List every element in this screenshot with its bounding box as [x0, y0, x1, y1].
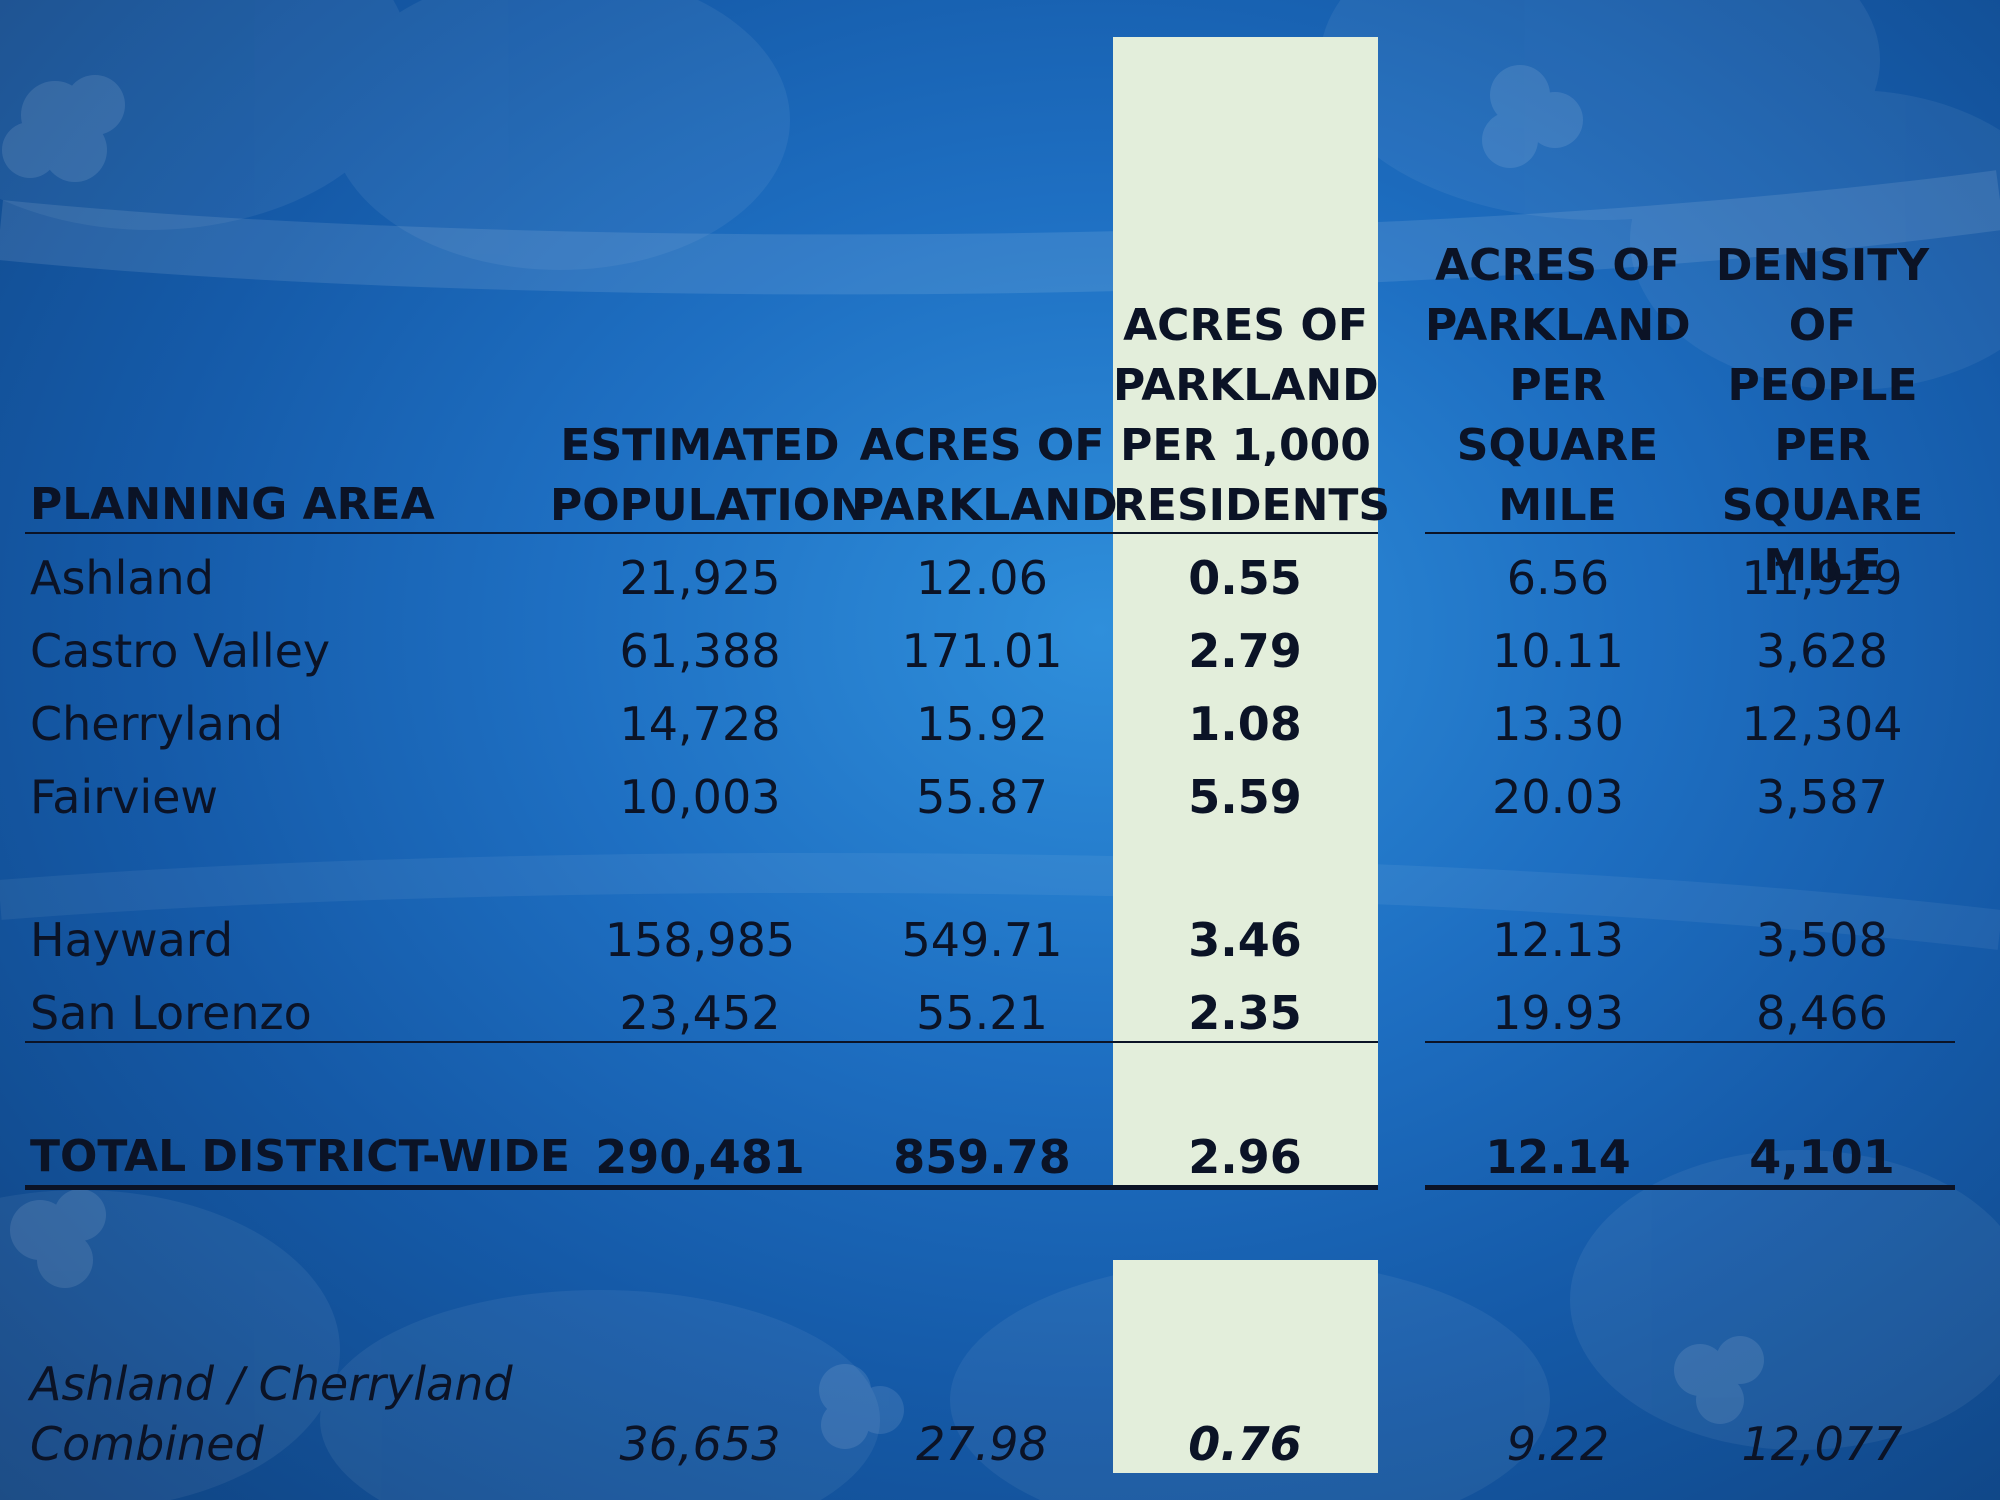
total-population: 290,481	[595, 1130, 805, 1184]
combined-label-line1: Ashland / Cherryland	[30, 1357, 513, 1411]
highlight-combined-band	[1113, 1260, 1378, 1473]
acres-cell: 549.71	[901, 913, 1063, 967]
per-1000-cell: 3.46	[1188, 913, 1302, 967]
area-name: Castro Valley	[30, 624, 331, 678]
density-cell: 12,304	[1741, 697, 1903, 751]
header-planning-area: PLANNING AREA	[30, 479, 435, 530]
population-cell: 23,452	[619, 986, 781, 1040]
population-cell: 61,388	[619, 624, 781, 678]
header-acres-per-1000: ACRES OF PARKLAND PER 1,000 RESIDENTS	[1113, 300, 1391, 531]
total-acres-sqmi: 12.14	[1485, 1130, 1631, 1184]
density-cell: 8,466	[1756, 986, 1888, 1040]
acres-sqmi-cell: 20.03	[1492, 770, 1624, 824]
total-rule-right	[1425, 1185, 1955, 1190]
header-estimated-population: ESTIMATED POPULATION	[550, 420, 867, 531]
population-cell: 10,003	[619, 770, 781, 824]
combined-population: 36,653	[619, 1417, 781, 1471]
acres-sqmi-cell: 10.11	[1492, 624, 1624, 678]
density-cell: 3,628	[1756, 624, 1888, 678]
acres-sqmi-cell: 13.30	[1492, 697, 1624, 751]
total-label: TOTAL DISTRICT-WIDE	[30, 1131, 570, 1182]
subtotal-rule-right	[1425, 1041, 1955, 1043]
per-1000-cell: 5.59	[1188, 770, 1302, 824]
acres-sqmi-cell: 6.56	[1506, 551, 1610, 605]
acres-cell: 171.01	[901, 624, 1063, 678]
combined-per-1000: 0.76	[1188, 1417, 1302, 1471]
header-acres-per-sq-mile: ACRES OF PARKLAND PER SQUARE MILE	[1425, 240, 1691, 531]
subtotal-rule-left	[25, 1041, 1378, 1043]
area-name: San Lorenzo	[30, 986, 312, 1040]
density-cell: 3,508	[1756, 913, 1888, 967]
population-cell: 21,925	[619, 551, 781, 605]
total-acres: 859.78	[893, 1130, 1071, 1184]
population-cell: 14,728	[619, 697, 781, 751]
population-cell: 158,985	[604, 913, 796, 967]
acres-cell: 12.06	[916, 551, 1048, 605]
acres-sqmi-cell: 19.93	[1492, 986, 1624, 1040]
area-name: Hayward	[30, 913, 234, 967]
total-rule-left	[25, 1185, 1378, 1190]
combined-label-line2: Combined	[30, 1417, 264, 1471]
combined-density: 12,077	[1741, 1417, 1903, 1471]
combined-acres-sqmi: 9.22	[1506, 1417, 1610, 1471]
header-density-per-sq-mile: DENSITY OF PEOPLE PER SQUARE MILE	[1715, 240, 1930, 591]
acres-cell: 55.21	[916, 986, 1048, 1040]
area-name: Cherryland	[30, 697, 284, 751]
header-acres-of-parkland: ACRES OF PARKLAND	[852, 420, 1118, 531]
per-1000-cell: 0.55	[1188, 551, 1302, 605]
acres-cell: 55.87	[916, 770, 1048, 824]
per-1000-cell: 2.79	[1188, 624, 1302, 678]
header-rule-left	[25, 532, 1378, 534]
combined-acres: 27.98	[916, 1417, 1048, 1471]
density-cell: 11,929	[1741, 551, 1903, 605]
acres-cell: 15.92	[916, 697, 1048, 751]
acres-sqmi-cell: 12.13	[1492, 913, 1624, 967]
total-density: 4,101	[1749, 1130, 1895, 1184]
header-rule-right	[1425, 532, 1955, 534]
per-1000-cell: 2.35	[1188, 986, 1302, 1040]
total-per-1000: 2.96	[1188, 1130, 1302, 1184]
area-name: Fairview	[30, 770, 219, 824]
highlight-column-band	[1113, 37, 1378, 1185]
per-1000-cell: 1.08	[1188, 697, 1302, 751]
area-name: Ashland	[30, 551, 214, 605]
density-cell: 3,587	[1756, 770, 1888, 824]
